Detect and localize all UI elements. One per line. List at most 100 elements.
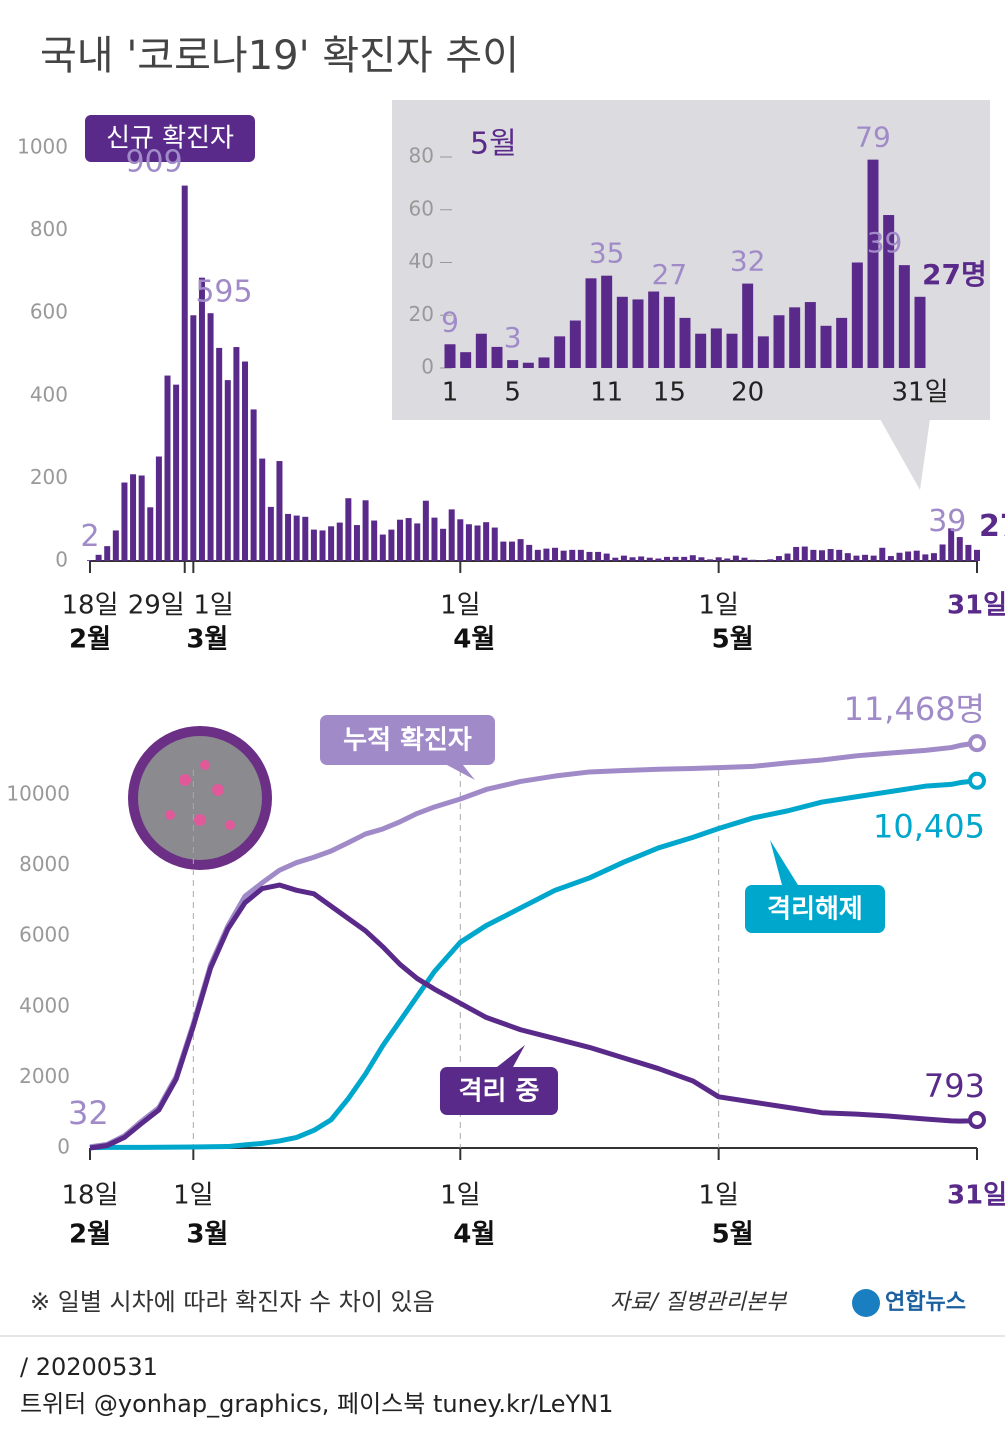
- end-marker: [968, 1111, 986, 1130]
- value-label: 793: [924, 1067, 985, 1105]
- y-tick-label: 40: [409, 249, 434, 273]
- y-tick-label: 10000: [6, 782, 70, 806]
- bar: [87, 560, 93, 561]
- logo: 연합뉴스: [885, 1289, 966, 1315]
- x-tick-label: 1일: [698, 591, 738, 621]
- bar: [612, 557, 619, 561]
- bar: [190, 315, 197, 561]
- legend-box: [320, 715, 495, 765]
- y-tick-label: 60: [409, 196, 434, 220]
- bar: [758, 560, 765, 561]
- value-label: 27: [652, 258, 688, 291]
- month-label: 4월: [453, 625, 495, 655]
- bar: [181, 185, 188, 561]
- bar: [414, 523, 421, 561]
- bar: [155, 456, 162, 561]
- bar: [948, 528, 955, 561]
- y-tick-label: 2000: [19, 1064, 70, 1088]
- end-marker: [968, 734, 986, 753]
- bar: [517, 539, 524, 561]
- value-label: 595: [195, 274, 252, 309]
- bar: [898, 265, 910, 368]
- bar: [569, 320, 581, 368]
- value-label: 39: [867, 226, 903, 259]
- bar: [793, 546, 800, 561]
- bar: [732, 555, 739, 561]
- y-tick-label: 400: [30, 382, 68, 406]
- bar: [242, 361, 249, 561]
- bar: [198, 277, 205, 561]
- legend-label: 누적 확진자: [343, 726, 472, 756]
- bar: [789, 307, 801, 368]
- legend-label: 격리 중: [459, 1077, 540, 1107]
- bar: [422, 500, 429, 561]
- bar: [695, 333, 707, 368]
- bar: [663, 556, 670, 561]
- bar: [585, 278, 597, 368]
- bar: [95, 554, 102, 561]
- bar: [836, 317, 848, 368]
- value-label: 9: [441, 305, 459, 338]
- bar: [216, 347, 223, 561]
- virus-dot: [165, 810, 175, 820]
- bar: [698, 557, 705, 561]
- bar: [672, 556, 679, 561]
- x-tick-label: 11: [590, 378, 623, 408]
- x-tick-label: 1일: [440, 1181, 480, 1211]
- bar: [757, 336, 769, 368]
- bar: [164, 375, 171, 561]
- month-label: 2월: [69, 625, 111, 655]
- bar: [648, 291, 660, 368]
- bar: [233, 347, 240, 561]
- bar: [491, 346, 503, 368]
- bar: [207, 313, 214, 561]
- bar: [104, 546, 111, 561]
- virus-dot: [212, 784, 224, 796]
- value-label: 2: [80, 519, 99, 554]
- bar: [302, 516, 309, 561]
- bar: [465, 524, 472, 561]
- inset-title: 5월: [470, 127, 517, 162]
- month-label: 3월: [186, 625, 228, 655]
- bar: [259, 458, 266, 561]
- bar: [440, 528, 447, 561]
- x-tick-label: 1일: [698, 1181, 738, 1211]
- bar: [526, 544, 533, 561]
- bar: [896, 552, 903, 561]
- x-tick-label: 5: [504, 378, 521, 408]
- month-label: 2월: [69, 1220, 111, 1250]
- bar: [250, 409, 257, 561]
- bar: [173, 384, 180, 561]
- y-tick-label: 6000: [19, 923, 70, 947]
- bar: [629, 557, 636, 561]
- bar: [867, 159, 879, 368]
- bar: [922, 554, 929, 561]
- chart-title: 신규 확진자: [106, 124, 234, 154]
- x-tick-label: 29일: [128, 591, 185, 621]
- x-tick-label: 18일: [61, 591, 118, 621]
- source: 자료/ 질병관리본부: [610, 1290, 788, 1315]
- legend-box: [745, 885, 885, 933]
- value-label: 39: [928, 504, 966, 539]
- bar: [804, 302, 816, 368]
- bar: [112, 530, 119, 561]
- bar: [319, 530, 326, 561]
- bar: [379, 534, 386, 561]
- x-tick-label: 1: [442, 378, 459, 408]
- bar: [310, 529, 317, 561]
- legend-label: 격리해제: [767, 895, 863, 925]
- virus-dot: [225, 820, 235, 830]
- bar: [784, 553, 791, 561]
- y-tick-label: 200: [30, 465, 68, 489]
- bar: [887, 556, 894, 561]
- note: ※ 일별 시차에 따라 확진자 수 차이 있음: [30, 1288, 435, 1316]
- bar: [851, 262, 863, 368]
- bar: [689, 555, 696, 561]
- bar: [715, 557, 722, 561]
- bar: [853, 555, 860, 561]
- bar: [336, 522, 343, 561]
- bar: [500, 541, 507, 561]
